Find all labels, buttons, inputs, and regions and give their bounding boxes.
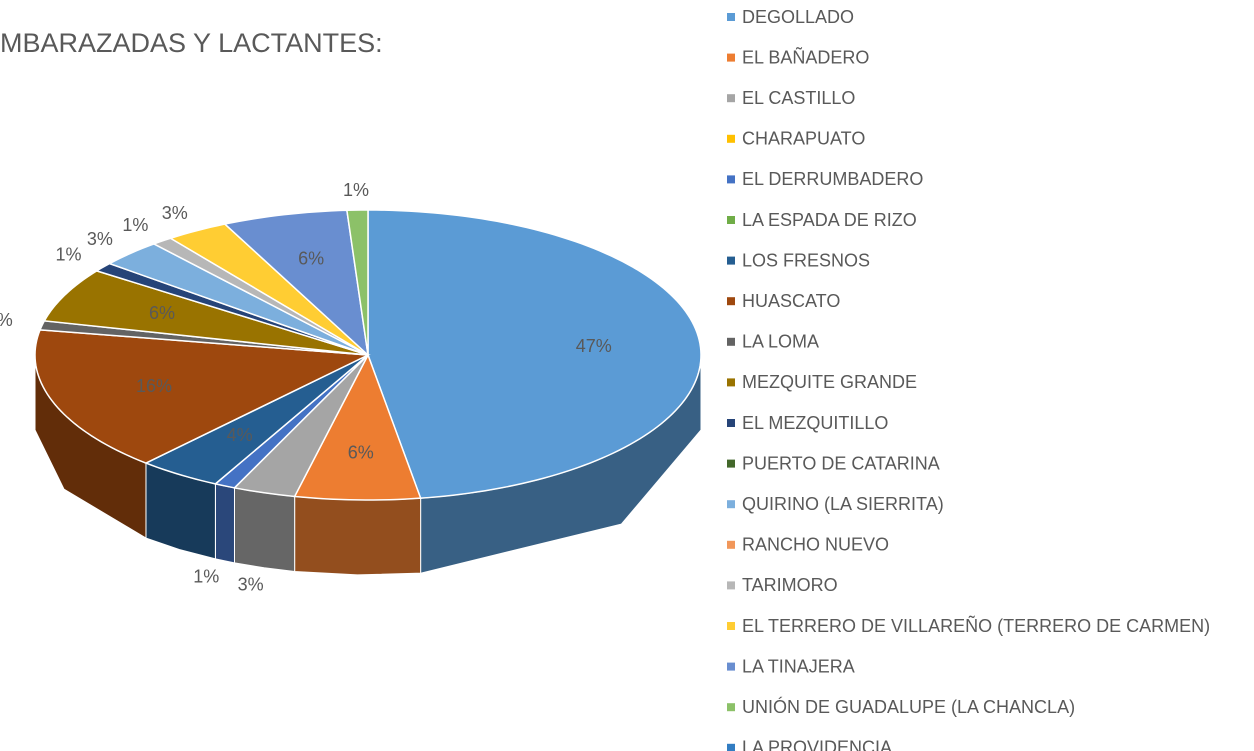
- legend-swatch: [727, 53, 735, 62]
- legend-swatch: [727, 500, 735, 509]
- legend-label: RANCHO NUEVO: [742, 535, 889, 555]
- legend-swatch: [727, 297, 735, 306]
- legend-label: EL DERRUMBADERO: [742, 169, 923, 189]
- legend-swatch: [727, 378, 735, 387]
- data-label: 47%: [576, 336, 612, 356]
- slice-side: [294, 495, 422, 576]
- legend-swatch: [727, 459, 735, 468]
- legend-label: EL CASTILLO: [742, 88, 855, 108]
- slice-side: [214, 483, 235, 564]
- legend-swatch: [727, 175, 735, 184]
- legend-label: LOS FRESNOS: [742, 250, 870, 270]
- legend-swatch: [727, 622, 735, 630]
- data-label: 1%: [193, 567, 219, 587]
- legend-label: LA PROVIDENCIA: [742, 738, 892, 751]
- data-label: 6%: [298, 248, 324, 268]
- data-label: 16%: [136, 376, 172, 396]
- legend-label: MEZQUITE GRANDE: [742, 372, 917, 392]
- slice: [168, 223, 369, 356]
- legend-label: LA ESPADA DE RIZO: [742, 210, 917, 230]
- legend-label: EL MEZQUITILLO: [742, 413, 888, 433]
- data-label: 3%: [87, 229, 113, 249]
- legend-swatch: [727, 581, 735, 590]
- data-label: 1%: [0, 310, 13, 330]
- slice: [293, 353, 422, 501]
- slice-side: [233, 487, 296, 573]
- slice: [232, 354, 369, 498]
- legend-label: EL BAÑADERO: [742, 46, 869, 67]
- slice: [223, 209, 370, 357]
- data-label: 6%: [348, 442, 374, 462]
- legend-label: LA TINAJERA: [742, 656, 855, 676]
- slice: [346, 209, 369, 356]
- slice: [43, 270, 369, 356]
- legend-swatch: [727, 13, 735, 21]
- legend-swatch: [727, 662, 735, 671]
- legend-swatch: [727, 216, 735, 224]
- slice: [34, 329, 371, 464]
- legend-swatch: [727, 419, 735, 427]
- chart-title: MBARAZADAS Y LACTANTES:: [0, 28, 383, 58]
- legend-label: LA LOMA: [742, 332, 819, 352]
- legend-label: HUASCATO: [742, 291, 840, 311]
- legend-label: TARIMORO: [742, 575, 838, 595]
- legend-swatch: [727, 703, 735, 712]
- legend-swatch: [727, 337, 735, 346]
- data-label: 1%: [56, 245, 82, 265]
- legend-label: PUERTO DE CATARINA: [742, 453, 940, 473]
- legend-swatch: [727, 134, 735, 143]
- legend-label: DEGOLLADO: [742, 7, 854, 27]
- legend-label: QUIRINO (LA SIERRITA): [742, 494, 944, 514]
- slice: [107, 243, 369, 356]
- legend-swatch: [727, 256, 735, 265]
- legend-label: UNIÓN DE GUADALUPE (LA CHANCLA): [742, 696, 1075, 717]
- legend-swatch: [727, 540, 735, 549]
- data-label: 3%: [238, 574, 264, 594]
- data-label: 4%: [227, 425, 253, 445]
- data-label: 3%: [162, 203, 188, 223]
- data-label: 1%: [122, 215, 148, 235]
- data-label: 1%: [343, 180, 369, 200]
- legend-label: EL TERRERO DE VILLAREÑO (TERRERO DE CARM…: [742, 615, 1210, 636]
- slice: [367, 209, 702, 499]
- legend-label: CHARAPUATO: [742, 129, 865, 149]
- slice: [144, 354, 369, 485]
- legend-swatch: [727, 94, 735, 103]
- data-label: 6%: [149, 303, 175, 323]
- legend-swatch: [727, 743, 735, 751]
